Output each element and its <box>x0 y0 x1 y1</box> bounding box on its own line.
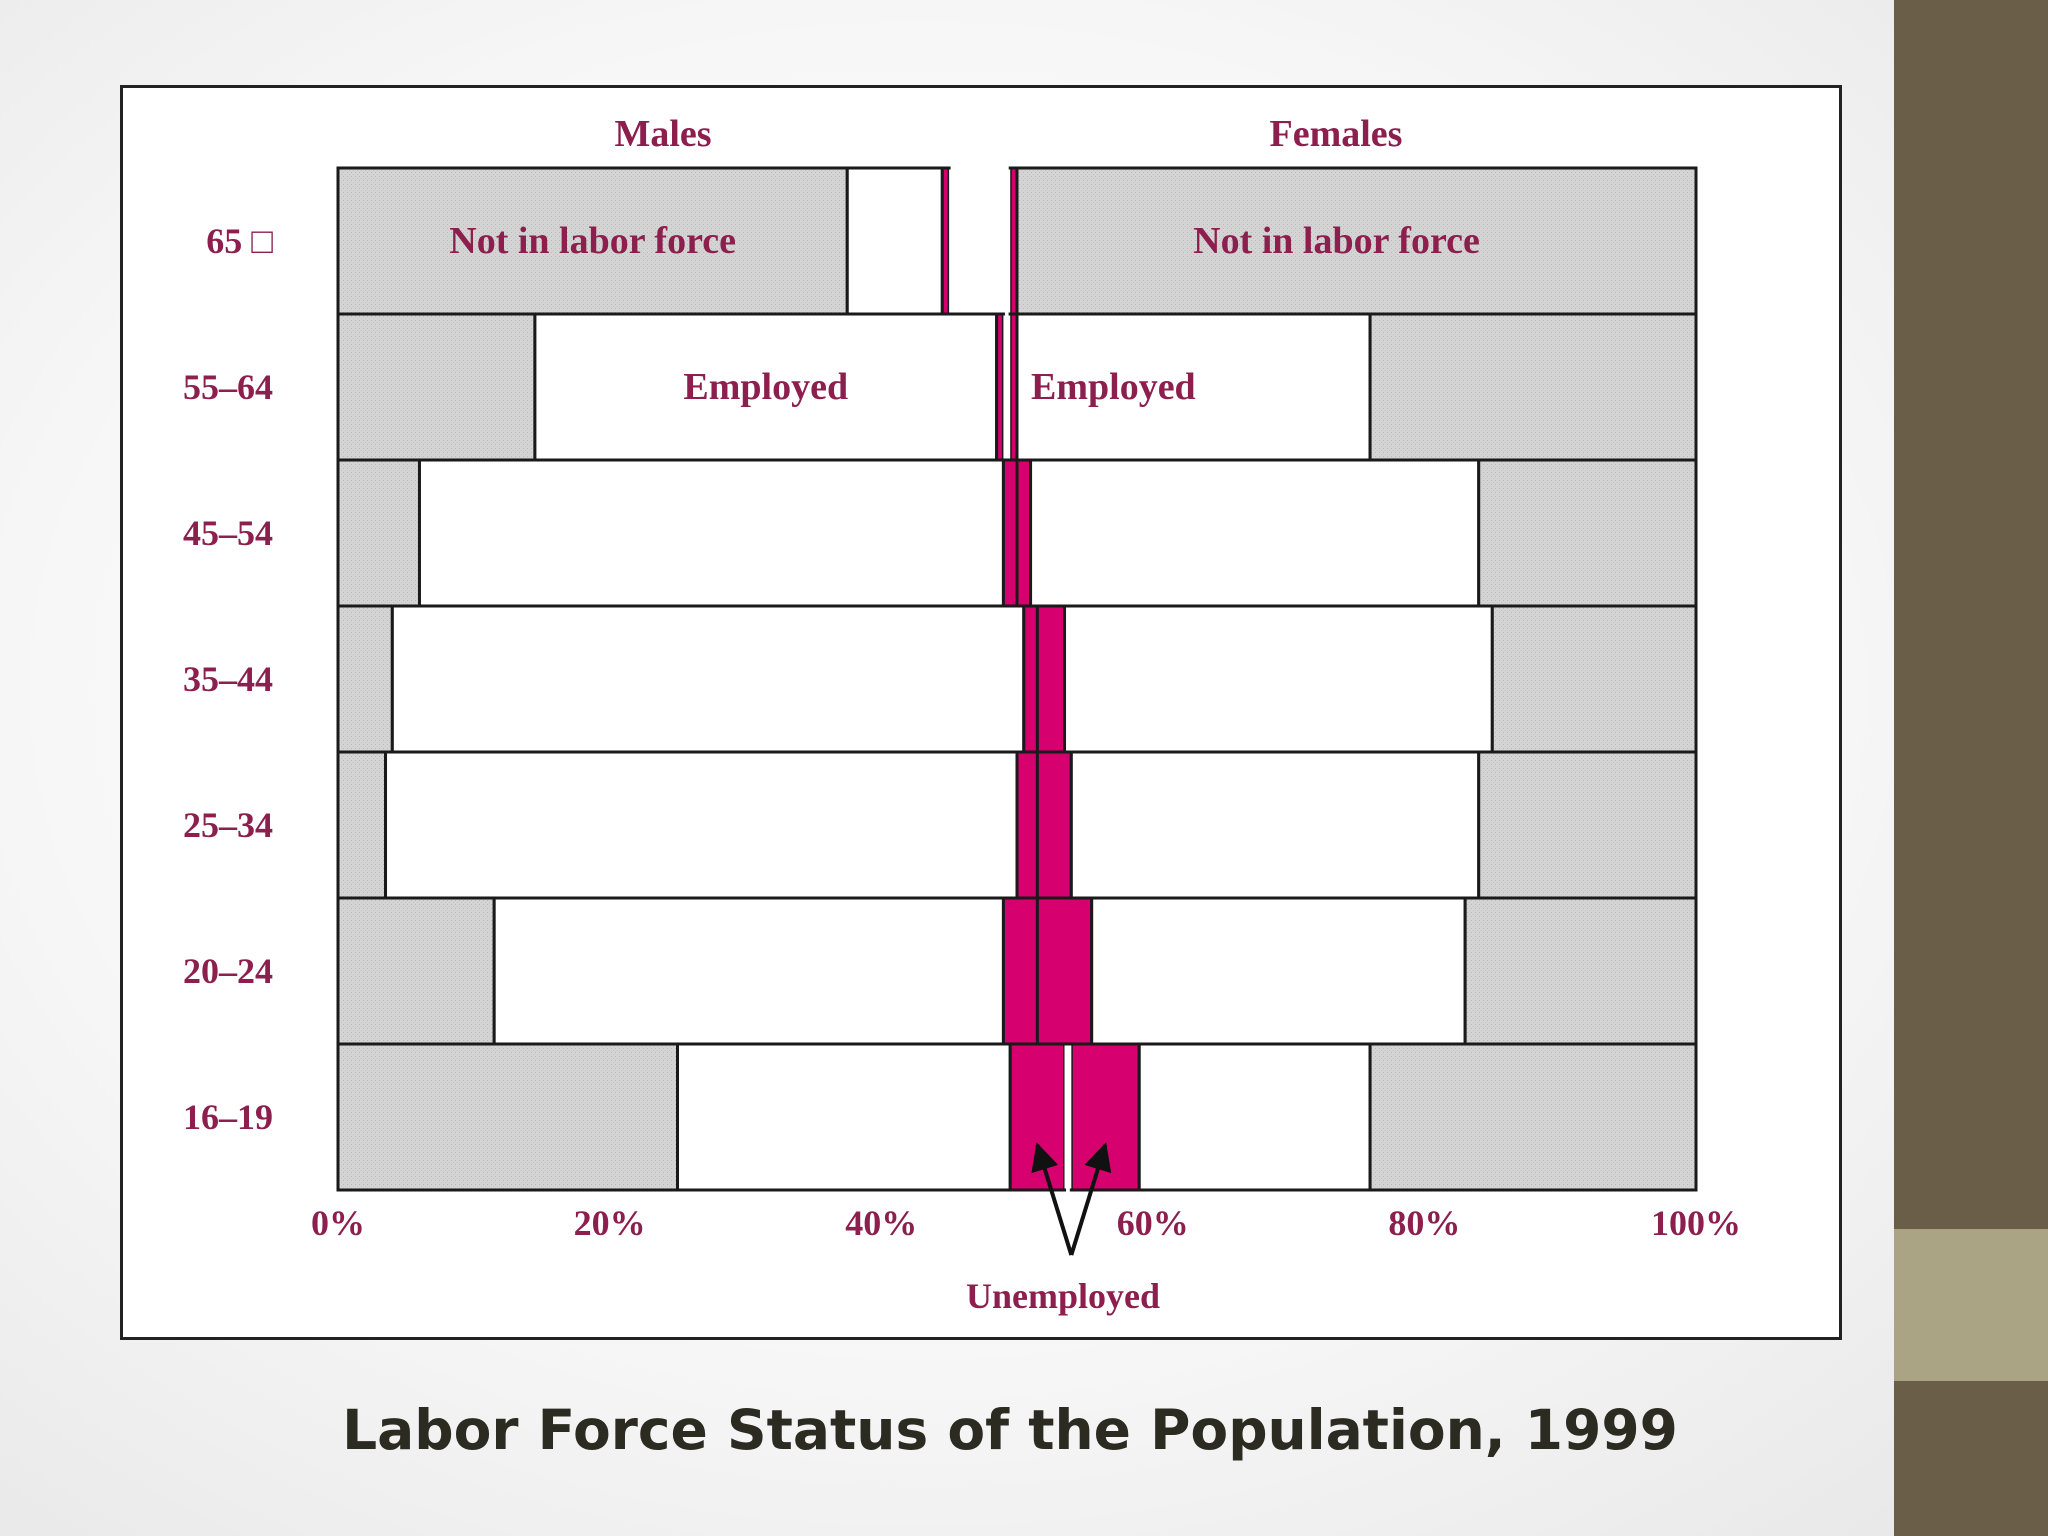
row-category-label: 25–34 <box>183 805 273 845</box>
female-not-in-labor-force-bar <box>1015 166 1698 316</box>
male-not-in-labor-force-bar <box>336 312 537 462</box>
female-unemployed-bar <box>1015 458 1033 608</box>
x-tick-label: 100% <box>1651 1203 1741 1243</box>
x-tick-label: 40% <box>845 1203 917 1243</box>
males-panel-label: Males <box>614 113 711 155</box>
female-unemployed-bar <box>1035 896 1094 1046</box>
row-category-label: 45–54 <box>183 513 273 553</box>
male-unemployed-bar <box>1001 458 1019 608</box>
male-employed-bar <box>492 896 1005 1046</box>
row-category-label: 65 □ <box>206 221 273 261</box>
female-not-in-labor-force-bar <box>1463 896 1698 1046</box>
unemployed-annotation: Unemployed <box>966 1276 1160 1316</box>
male-employed-bar <box>390 604 1026 754</box>
male-unemployed-bar <box>1008 1042 1067 1192</box>
labels-layer: 65 □ 55–64 45–54 35–44 25–34 20–24 16–19 0% 20% 4… <box>183 220 1741 1256</box>
male-employed-bar <box>384 750 1019 900</box>
center-gap <box>1003 315 1011 459</box>
chart-svg: 65 □ 55–64 45–54 35–44 25–34 20–24 16–19 0% 20% 4… <box>183 113 1741 1316</box>
female-employed-bar <box>1137 1042 1372 1192</box>
male-not-in-labor-force-label: Not in labor force <box>449 220 736 262</box>
female-employed-bar <box>1090 896 1467 1046</box>
x-tick-label: 0% <box>311 1203 365 1243</box>
female-employed-label: Employed <box>1031 366 1196 408</box>
female-unemployed-bar <box>1035 750 1073 900</box>
x-tick-label: 20% <box>574 1203 646 1243</box>
bars-layer <box>336 166 1698 1192</box>
x-tick-label: 60% <box>1117 1203 1189 1243</box>
male-employed-bar <box>417 458 1005 608</box>
male-not-in-labor-force-bar <box>336 458 421 608</box>
sidebar-band-mid <box>1894 1229 2048 1381</box>
chart-frame: 65 □ 55–64 45–54 35–44 25–34 20–24 16–19 0% 20% 4… <box>120 85 1842 1340</box>
male-employed-label: Employed <box>683 366 848 408</box>
female-not-in-labor-force-bar <box>1477 458 1698 608</box>
female-not-in-labor-force-bar <box>1490 604 1698 754</box>
female-unemployed-bar <box>1069 1042 1141 1192</box>
row-category-label: 35–44 <box>183 659 273 699</box>
females-panel-label: Females <box>1270 113 1403 155</box>
male-employed-bar <box>845 166 944 316</box>
row-category-label: 55–64 <box>183 367 273 407</box>
center-gap <box>1064 1045 1072 1189</box>
x-tick-label: 80% <box>1388 1203 1460 1243</box>
male-not-in-labor-force-bar <box>336 750 388 900</box>
unemployed-arrow-male <box>1031 1142 1074 1256</box>
male-not-in-labor-force-bar <box>336 166 849 316</box>
center-gap <box>949 169 1011 313</box>
female-unemployed-bar <box>1035 604 1067 754</box>
row-category-label: 16–19 <box>183 1097 273 1137</box>
male-unemployed-bar <box>995 312 1005 462</box>
female-employed-bar <box>1063 604 1494 754</box>
male-not-in-labor-force-bar <box>336 1042 679 1192</box>
row-category-label: 20–24 <box>183 951 273 991</box>
male-not-in-labor-force-bar <box>336 896 496 1046</box>
female-employed-bar <box>1029 458 1481 608</box>
slide-sidebar <box>1894 0 2048 1536</box>
female-not-in-labor-force-bar <box>1368 1042 1698 1192</box>
female-not-in-labor-force-label: Not in labor force <box>1193 220 1480 262</box>
male-not-in-labor-force-bar <box>336 604 394 754</box>
female-not-in-labor-force-bar <box>1368 312 1698 462</box>
male-employed-bar <box>676 1042 1012 1192</box>
male-unemployed-bar <box>940 166 951 316</box>
sidebar-band-bot <box>1894 1381 2048 1536</box>
sidebar-band-top <box>1894 0 2048 1229</box>
slide-caption: Labor Force Status of the Population, 19… <box>342 1398 1678 1462</box>
female-employed-bar <box>1069 750 1481 900</box>
unemployed-arrow-female <box>1069 1142 1112 1256</box>
female-not-in-labor-force-bar <box>1477 750 1698 900</box>
